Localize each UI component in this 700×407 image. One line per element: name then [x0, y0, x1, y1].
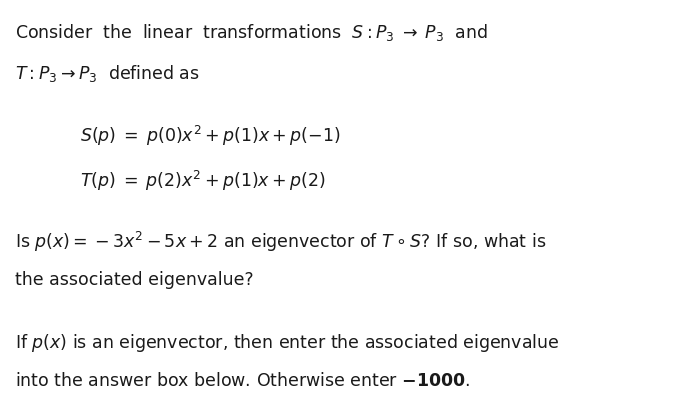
- Text: $T : P_3 \rightarrow P_3$  defined as: $T : P_3 \rightarrow P_3$ defined as: [15, 63, 200, 84]
- Text: the associated eigenvalue?: the associated eigenvalue?: [15, 271, 254, 289]
- Text: into the answer box below. Otherwise enter $\mathbf{-1000}$.: into the answer box below. Otherwise ent…: [15, 372, 470, 390]
- Text: Is $p(x) = -3x^2 - 5x + 2$ an eigenvector of $T \circ S$? If so, what is: Is $p(x) = -3x^2 - 5x + 2$ an eigenvecto…: [15, 230, 547, 254]
- Text: If $p(x)$ is an eigenvector, then enter the associated eigenvalue: If $p(x)$ is an eigenvector, then enter …: [15, 332, 560, 354]
- Text: $S(p) \;=\; p(0)x^2 + p(1)x + p(-1)$: $S(p) \;=\; p(0)x^2 + p(1)x + p(-1)$: [80, 124, 341, 148]
- Text: $T(p) \;=\; p(2)x^2 + p(1)x + p(2)$: $T(p) \;=\; p(2)x^2 + p(1)x + p(2)$: [80, 169, 326, 193]
- Text: Consider  the  linear  transformations  $S : P_3 \;\rightarrow\; P_3$  and: Consider the linear transformations $S :…: [15, 22, 488, 44]
